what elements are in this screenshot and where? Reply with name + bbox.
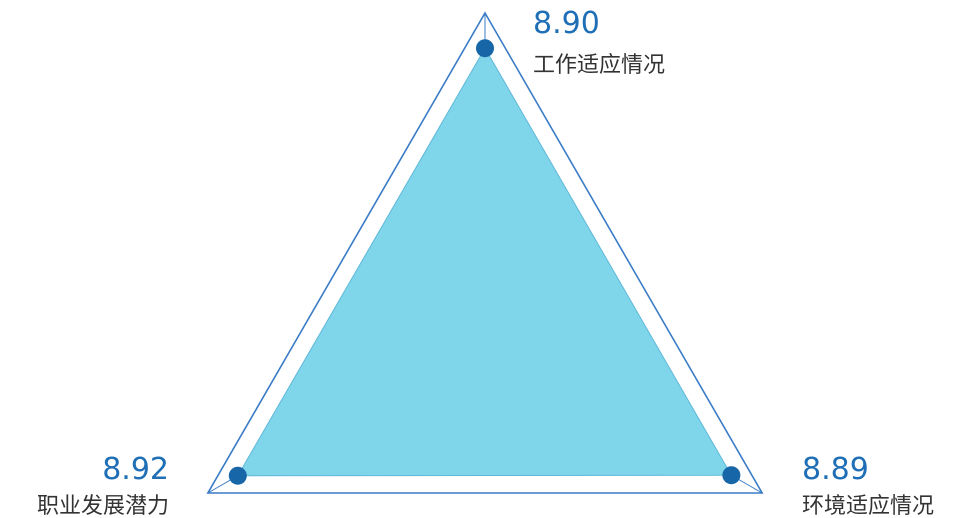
data-point-environment (722, 466, 741, 485)
axis-label-career: 职业发展潜力 (37, 494, 169, 518)
value-label-career: 8.92 (102, 452, 169, 487)
radar-points (228, 39, 741, 485)
radar-frame (206, 11, 764, 494)
data-point-career (228, 466, 247, 485)
axis-label-environment: 环境适应情况 (802, 494, 934, 518)
radar-area (236, 47, 733, 477)
radar-area-layer (236, 47, 733, 477)
value-label-work: 8.90 (533, 6, 600, 41)
value-label-environment: 8.89 (802, 452, 869, 487)
axis-label-work: 工作适应情况 (533, 53, 665, 78)
data-point-work (476, 39, 494, 58)
